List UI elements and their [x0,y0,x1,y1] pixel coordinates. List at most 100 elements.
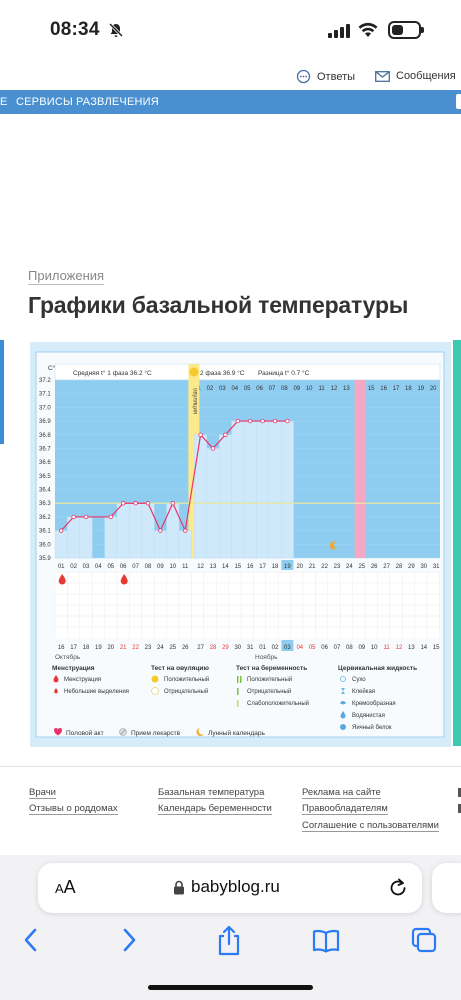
temp-bar [231,420,245,559]
y-tick-label: 37.1 [39,392,51,398]
date-label: 28 [210,645,217,651]
unit-label: C° [48,364,56,372]
phase1-avg-label: Средняя t° 1 фаза 36.2 °C [73,369,152,377]
temp-point [235,418,240,424]
date-label: 12 [396,645,403,651]
ovulation-label: овуляция [191,388,197,414]
date-label: 15 [433,645,440,651]
temp-point [272,418,278,424]
phase2-day-label: 16 [380,386,387,392]
url-text: babyblog.ru [191,877,280,896]
address-bar[interactable]: AA babyblog.ru [38,863,422,913]
tabs-icon[interactable] [410,925,438,955]
date-label: 31 [247,645,254,651]
cervical-watery-icon [340,711,346,719]
home-indicator [148,985,313,990]
cycle-day-label: 09 [157,564,164,570]
temp-point [247,418,253,424]
text-size-button[interactable]: AA [55,877,76,897]
date-highlight [281,640,294,651]
cycle-day-highlight [281,560,294,570]
nav-edge-button[interactable] [456,94,461,109]
temp-bar [67,516,81,559]
temp-bar [79,516,93,559]
nav-item-partial[interactable]: Е [0,96,8,108]
cycle-day-label: 10 [169,564,176,570]
cycle-day-label: 30 [420,564,427,570]
y-tick-label: 37.2 [39,378,51,384]
phase2-day-label: 15 [368,386,375,392]
temp-bar [104,516,118,559]
temp-point [223,432,228,437]
cycle-day-label: 17 [259,564,266,570]
legend-item: Слабоположительный [247,700,309,707]
messages-link[interactable]: Сообщения [375,70,456,82]
next-tab-preview[interactable] [432,863,461,913]
legend-item: Клейкая [352,688,375,695]
cycle-day-label: 08 [145,564,152,570]
temp-bar [129,503,143,559]
nav-item-entertainment[interactable]: РАЗВЛЕЧЕНИЯ [76,96,159,108]
share-icon[interactable] [216,925,242,957]
cycle-day-label: 16 [247,564,254,570]
ovulation-positive-icon [151,675,159,683]
footer-link-pregnancy-calendar[interactable]: Календарь беременности [158,803,272,815]
cervical-creamy-icon [340,701,346,705]
temp-bar [268,420,282,559]
back-icon[interactable] [22,925,40,955]
page-title: Графики базальной температуры [28,292,409,318]
temp-point [170,501,175,506]
pregnancy-test-strip-icon [240,676,242,683]
top-links: Ответы Сообщения [0,66,461,88]
footer-link-doctors[interactable]: Врачи [29,787,56,799]
cycle-day-label: 25 [358,564,365,570]
wifi-icon [358,22,378,37]
cervical-eggwhite-icon [340,724,346,730]
y-tick-label: 36.8 [39,433,51,439]
breadcrumb[interactable]: Приложения [28,268,105,285]
cycle-day-label: 14 [222,564,229,570]
chart-svg: Средняя t° 1 фаза 36.2 °C 2 фаза 36.9 °C Р… [35,351,445,738]
legend-item: Отрицательный [164,688,208,695]
temp-bar [54,530,68,559]
footer-link-advertising[interactable]: Реклама на сайте [302,787,381,799]
cycle-day-label: 03 [83,564,90,570]
pregnancy-test-strip-icon [237,700,239,707]
date-label: 13 [408,645,415,651]
temp-point [120,501,126,506]
battery-icon [388,21,424,39]
footer-link-copyright[interactable]: Правообладателям [302,803,388,815]
footer-link-user-agreement[interactable]: Соглашение с пользователями [302,820,439,832]
cycle-day-label: 07 [132,564,139,570]
footer-link-basal-temperature[interactable]: Базальная температура [158,787,265,799]
forward-icon[interactable] [120,925,138,955]
legend-item: Яичный белок [352,724,392,731]
y-tick-label: 36.2 [39,515,51,521]
cycle-day-label: 02 [70,564,77,570]
temp-bar [116,503,130,559]
reload-icon[interactable] [388,876,408,898]
date-label: 16 [58,645,65,651]
temp-point [133,501,138,506]
footer-divider [0,766,461,767]
answers-link[interactable]: Ответы [296,70,355,84]
legend-item: Положительный [164,676,209,683]
date-label: 09 [358,645,365,651]
footer-link-maternity-reviews[interactable]: Отзывы о роддомах [29,803,118,815]
browser-chrome: AA babyblog.ru [0,855,461,1000]
footer-edge-mark [458,788,461,797]
cycle-day-label: 20 [296,564,303,570]
cycle-day-label: 11 [182,564,189,570]
bookmarks-icon[interactable] [311,925,341,955]
y-tick-label: 36.6 [39,460,51,466]
date-label: 19 [95,645,102,651]
bell-muted-icon [108,22,124,38]
cycle-day-label: 18 [272,564,279,570]
phase2-day-label: 17 [393,386,400,392]
cycle-day-label: 31 [433,564,440,570]
nav-item-services[interactable]: СЕРВИСЫ [16,96,73,108]
cycle-day-label: 29 [408,564,415,570]
menstruation-drop-icon [53,675,59,683]
legend-title: Цервикальная жидкость [338,665,417,672]
cycle-day-label: 13 [210,564,217,570]
